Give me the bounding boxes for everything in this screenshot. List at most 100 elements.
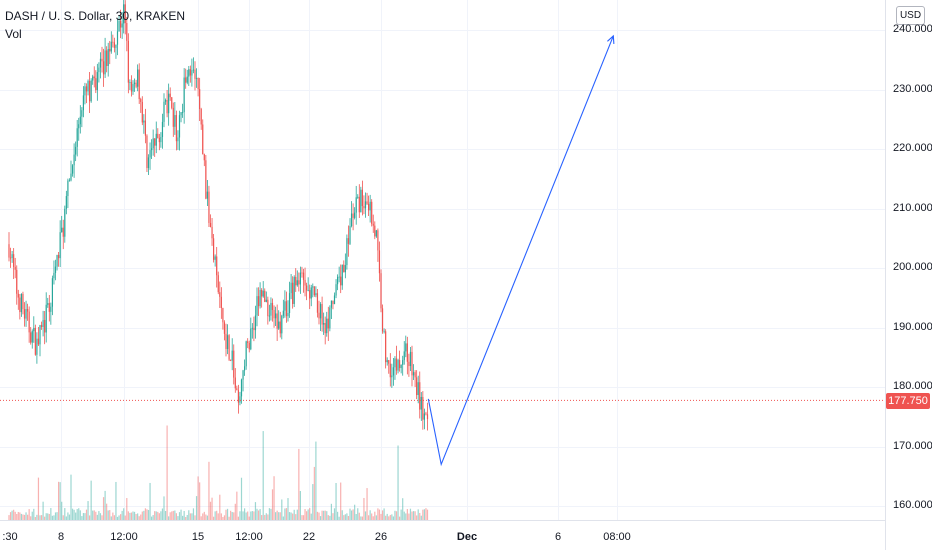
volume-bar (28, 509, 30, 520)
volume-bar (44, 516, 46, 520)
candle-body (54, 266, 57, 273)
volume-bar (420, 515, 422, 520)
candle-body (222, 308, 224, 323)
volume-bar (37, 477, 40, 520)
volume-bar (405, 513, 407, 520)
candle-body (51, 278, 53, 307)
candle-body (164, 99, 167, 102)
volume-bar (216, 510, 218, 520)
volume-bar (380, 513, 382, 520)
candle-body (319, 304, 322, 319)
volume-bar (149, 482, 151, 520)
candle-body (349, 226, 351, 244)
candle-body (292, 282, 294, 304)
candle-body (271, 302, 274, 310)
candle-body (44, 319, 46, 333)
candle-body (310, 287, 312, 299)
volume-bar (226, 508, 229, 520)
candle-body (254, 315, 257, 331)
candle-body (143, 120, 145, 123)
candle-body (160, 136, 162, 143)
candle-body (228, 335, 230, 360)
candle-body (400, 364, 402, 369)
candle-body (381, 308, 384, 332)
volume-bar (168, 516, 170, 520)
candle-body (36, 338, 38, 355)
volume-bar (14, 511, 16, 520)
volume-bar (388, 516, 390, 520)
volume-bar (239, 511, 241, 520)
candle-body (372, 223, 374, 226)
candle-body (104, 50, 106, 75)
price-tick: 190.000 (893, 320, 932, 333)
candle-body (141, 101, 143, 123)
candle-body (375, 230, 377, 237)
projection-arrow-drawing[interactable] (427, 34, 615, 467)
candle-body (169, 93, 171, 98)
volume-bar (217, 513, 219, 520)
volume-bar (124, 515, 126, 520)
candle-body (68, 180, 71, 182)
candle-body (213, 238, 215, 260)
volume-bar (98, 511, 100, 520)
candle-body (385, 331, 387, 363)
volume-bar (140, 514, 142, 520)
price-tick: 240.000 (893, 23, 932, 35)
volume-bar (197, 476, 199, 520)
candle-body (250, 328, 252, 350)
price-tick: 220.000 (893, 142, 932, 154)
candle-body (152, 138, 154, 149)
volume-bar (27, 514, 29, 520)
candle-body (285, 301, 288, 317)
volume-bar (68, 514, 71, 520)
candle-body (67, 180, 69, 197)
candle-body (76, 128, 78, 147)
volume-bar (313, 466, 315, 520)
candle-body (70, 173, 72, 181)
candle-body (85, 86, 88, 92)
volume-bar (271, 489, 274, 520)
volume-bar (206, 515, 208, 520)
volume-bar (284, 508, 286, 520)
volume-indicator-label[interactable]: Vol (5, 27, 22, 41)
candle-body (121, 23, 123, 28)
candle-body (388, 360, 390, 364)
volume-bar (372, 516, 374, 520)
volume-bar (419, 512, 421, 520)
volume-bar (230, 510, 232, 520)
volume-bar (259, 509, 261, 520)
volume-bar (92, 510, 94, 520)
candle-body (327, 318, 329, 329)
volume-bar (30, 516, 32, 520)
candle-body (99, 58, 102, 68)
time-tick: 12:00 (110, 531, 138, 543)
volume-bar (123, 508, 125, 520)
volume-bar (219, 494, 221, 520)
candle-body (414, 372, 416, 378)
volume-bar (296, 509, 298, 520)
candle-body (217, 275, 219, 293)
candle-body (158, 137, 160, 143)
volume-bar (409, 508, 412, 520)
candle-body (358, 196, 360, 213)
candle-body (236, 388, 238, 391)
price-tick: 180.000 (893, 380, 932, 392)
volume-bar (278, 512, 280, 520)
volume-bar (340, 482, 342, 520)
candle-body (341, 264, 343, 286)
candle-body (84, 86, 86, 96)
candle-body (211, 226, 213, 239)
candle-body (50, 306, 52, 312)
candle-body (242, 370, 244, 380)
volume-bar (315, 441, 317, 520)
volume-bar (133, 511, 136, 520)
volume-bar (200, 516, 202, 520)
candle-body (61, 227, 63, 233)
currency-button[interactable]: USD (896, 6, 925, 25)
candle-body (199, 89, 201, 110)
symbol-title[interactable]: DASH / U. S. Dollar, 30, KRAKEN (5, 9, 186, 23)
volume-bar (422, 509, 424, 520)
volume-bar (129, 512, 131, 520)
candle-body (347, 238, 350, 244)
